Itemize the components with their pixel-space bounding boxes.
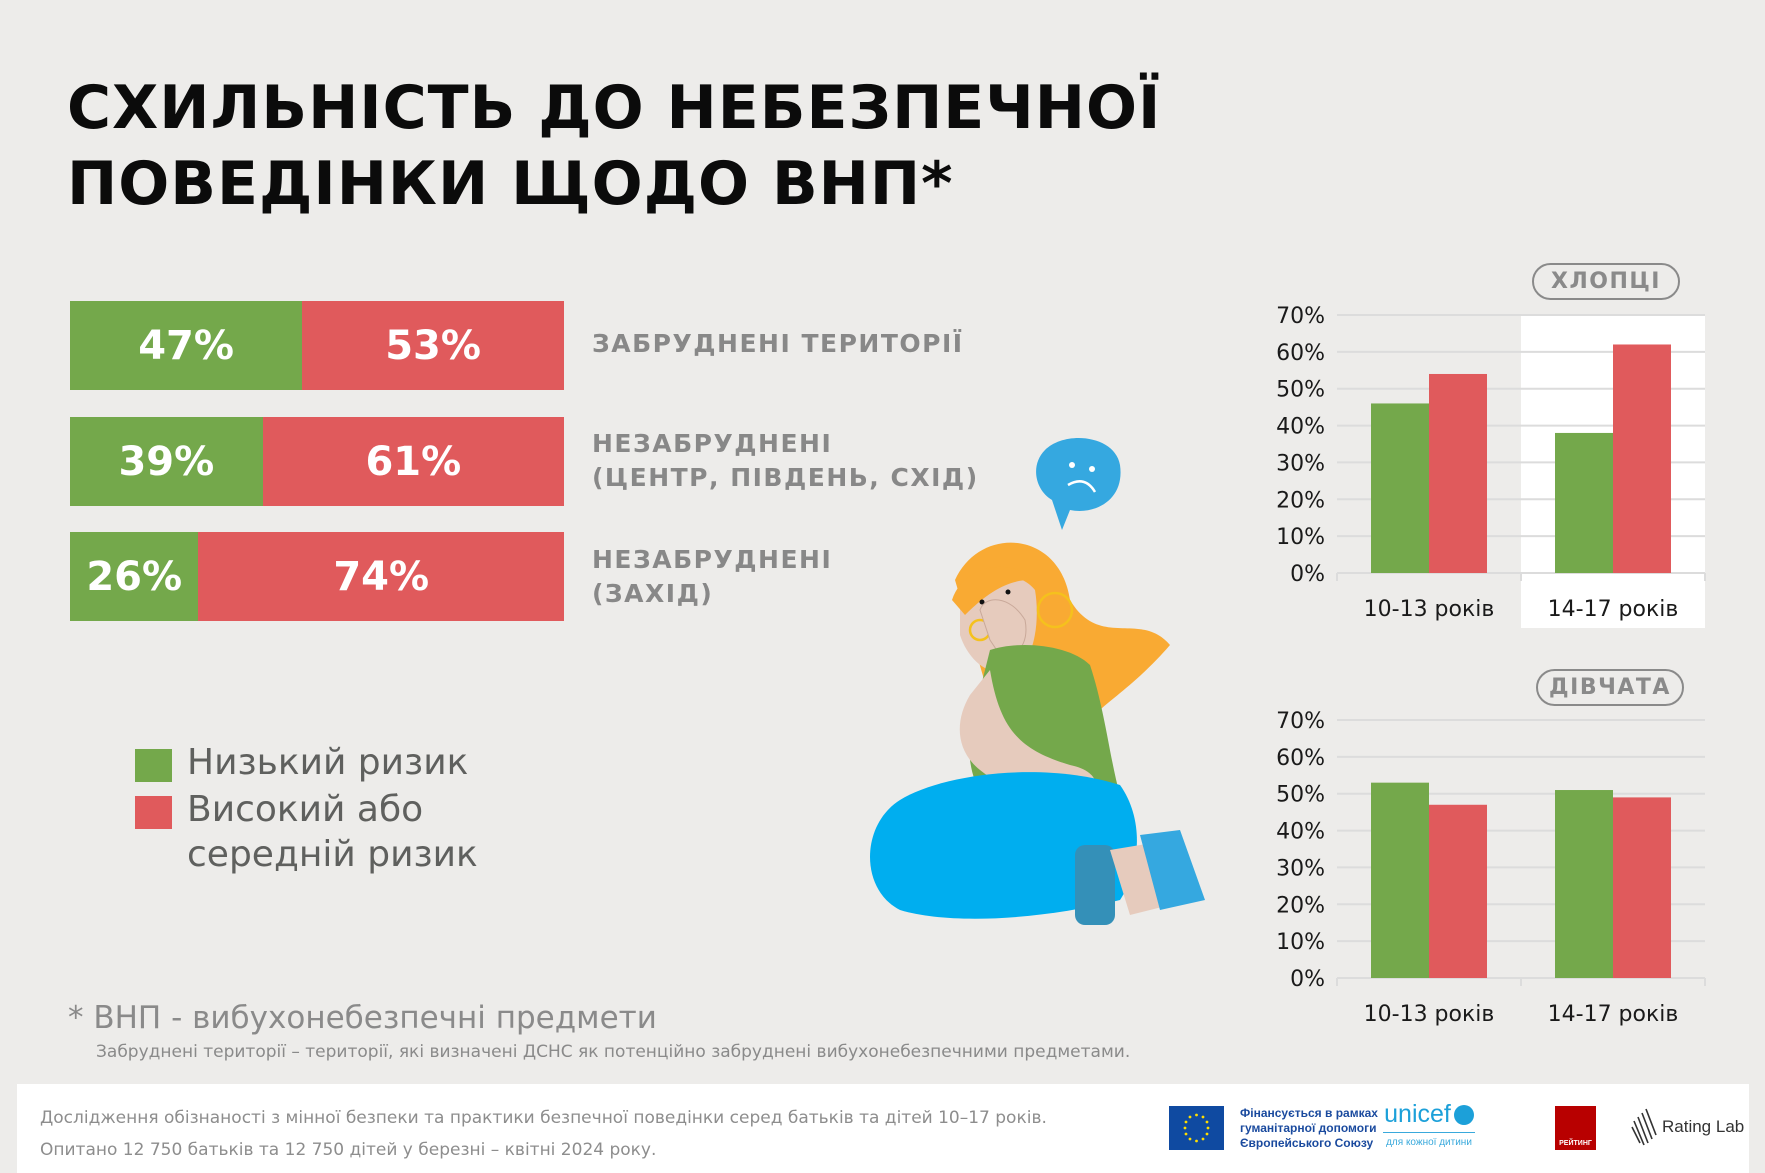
- y-tick-label: 0%: [1290, 562, 1325, 587]
- bar-high-risk: [1613, 344, 1671, 573]
- bar-low-risk: [1555, 790, 1613, 978]
- y-tick-label: 50%: [1276, 378, 1325, 403]
- chart-title-boys: ХЛОПЦІ: [1532, 263, 1680, 300]
- territory-label-uncontaminated-center-south-east: НЕЗАБРУДНЕНІ (ЦЕНТР, ПІВДЕНЬ, СХІД): [592, 429, 979, 492]
- y-tick-label: 60%: [1276, 341, 1325, 366]
- sad-speech-bubble-icon: [1036, 438, 1121, 530]
- high-risk-value: 61%: [365, 438, 462, 485]
- y-tick-label: 60%: [1276, 746, 1325, 771]
- bar-high-risk: [1613, 797, 1671, 978]
- rating-lab-icon: [1631, 1108, 1657, 1146]
- eu-funding-text: Фінансується в рамках гуманітарної допом…: [1240, 1106, 1378, 1150]
- territory-bar-contaminated: 47% 53%: [70, 301, 564, 390]
- low-risk-segment: 47%: [70, 301, 303, 390]
- chart-title-girls: ДІВЧАТА: [1536, 669, 1684, 706]
- y-tick-label: 40%: [1276, 820, 1325, 845]
- low-risk-swatch: [135, 749, 172, 782]
- y-tick-label: 10%: [1276, 930, 1325, 955]
- title-line-1: СХИЛЬНІСТЬ ДО НЕБЕЗПЕЧНОЇ: [67, 73, 1162, 143]
- high-risk-value: 53%: [385, 322, 481, 369]
- high-risk-segment: 53%: [302, 301, 564, 390]
- y-tick-label: 70%: [1276, 709, 1325, 734]
- y-tick-label: 40%: [1276, 415, 1325, 440]
- bar-low-risk: [1371, 782, 1429, 978]
- x-category-label: 10-13 років: [1364, 1002, 1495, 1027]
- y-tick-label: 10%: [1276, 525, 1325, 550]
- y-tick-label: 20%: [1276, 488, 1325, 513]
- rating-lab-logo: Rating Lab: [1630, 1107, 1744, 1147]
- territory-bar-uncontaminated-center-south-east: 39% 61%: [70, 417, 564, 506]
- legend-item-high-risk: Високий або середній ризик: [135, 787, 478, 877]
- sad-girl-illustration: [870, 438, 1205, 925]
- footer: Дослідження обізнаності з мінної безпеки…: [17, 1084, 1749, 1173]
- page-title: СХИЛЬНІСТЬ ДО НЕБЕЗПЕЧНОЇ ПОВЕДІНКИ ЩОДО…: [67, 70, 1161, 222]
- y-tick-label: 0%: [1290, 967, 1325, 992]
- low-risk-segment: 26%: [70, 532, 199, 621]
- y-tick-label: 30%: [1276, 451, 1325, 476]
- y-tick-label: 30%: [1276, 856, 1325, 881]
- footer-text: Дослідження обізнаності з мінної безпеки…: [40, 1108, 1047, 1160]
- abbreviation-note: * ВНП - вибухонебезпечні предмети: [68, 1000, 657, 1036]
- low-risk-value: 39%: [118, 438, 215, 485]
- x-category-label: 14-17 років: [1548, 1002, 1679, 1027]
- bar-high-risk: [1429, 373, 1487, 573]
- bar-low-risk: [1371, 403, 1429, 573]
- y-tick-label: 70%: [1276, 304, 1325, 329]
- high-risk-segment: 61%: [262, 417, 564, 506]
- bar-low-risk: [1555, 432, 1613, 573]
- low-risk-value: 26%: [86, 553, 183, 600]
- high-risk-segment: 74%: [198, 532, 564, 621]
- y-tick-label: 20%: [1276, 893, 1325, 918]
- x-category-label: 10-13 років: [1364, 597, 1495, 622]
- eu-flag-icon: [1169, 1106, 1224, 1150]
- boys-risk-chart: 0% 10% 20% 30% 40% 50% 60% 70% 10-13 років 14-17 …: [1276, 304, 1706, 628]
- low-risk-segment: 39%: [70, 417, 263, 506]
- unicef-logo: unicef для кожної дитини: [1383, 1100, 1475, 1148]
- definition-note: Забруднені території – території, які ви…: [96, 1042, 1131, 1062]
- legend: Низький ризик Високий або середній ризик: [135, 740, 478, 879]
- rating-logo: РЕЙТИНГ: [1555, 1106, 1596, 1150]
- bar-high-risk: [1429, 804, 1487, 978]
- y-tick-label: 50%: [1276, 783, 1325, 808]
- territory-label-uncontaminated-west: НЕЗАБРУДНЕНІ (ЗАХІД): [592, 545, 833, 608]
- high-risk-value: 74%: [333, 553, 430, 600]
- x-category-label: 14-17 років: [1548, 597, 1679, 622]
- territory-label-contaminated: ЗАБРУДНЕНІ ТЕРИТОРІЇ: [592, 329, 964, 358]
- low-risk-value: 47%: [138, 322, 234, 369]
- unicef-globe-icon: [1453, 1105, 1474, 1126]
- legend-item-low-risk: Низький ризик: [135, 740, 478, 785]
- title-line-2: ПОВЕДІНКИ ЩОДО ВНП*: [67, 149, 954, 219]
- girls-risk-chart: 0% 10% 20% 30% 40% 50% 60% 70% 10-13 років 14-17 …: [1276, 709, 1706, 1027]
- high-risk-swatch: [135, 796, 172, 829]
- territory-bar-uncontaminated-west: 26% 74%: [70, 532, 564, 621]
